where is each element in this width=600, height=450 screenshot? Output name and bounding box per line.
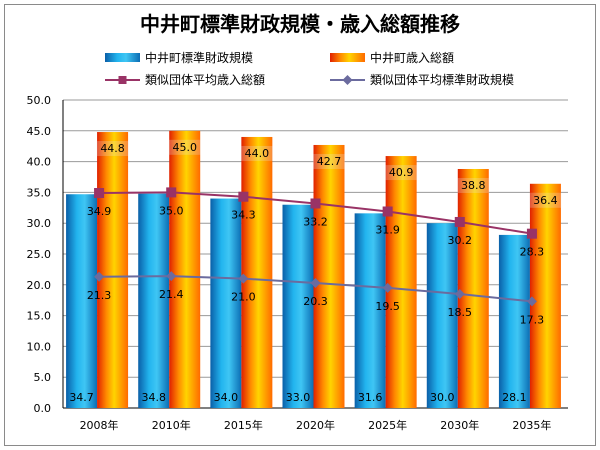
data-label: 21.4	[159, 288, 184, 301]
y-tick-label: 30.0	[27, 217, 52, 230]
legend-label: 類似団体平均歳入総額	[145, 73, 265, 87]
bar	[313, 144, 345, 408]
y-tick-label: 15.0	[27, 310, 52, 323]
data-label: 30.0	[430, 391, 455, 404]
chart-title: 中井町標準財政規模・歳入総額推移	[140, 12, 460, 36]
data-label: 31.6	[358, 391, 383, 404]
x-tick-label: 2008年	[80, 418, 119, 432]
data-label: 42.7	[317, 155, 342, 168]
data-label: 28.1	[502, 391, 527, 404]
data-label: 33.2	[303, 215, 328, 228]
data-label-bg	[96, 141, 129, 157]
bar	[426, 223, 458, 408]
bar	[97, 132, 129, 409]
legend-marker	[118, 76, 127, 84]
y-tick-label: 50.0	[27, 94, 52, 107]
bar	[457, 168, 489, 408]
data-label: 31.9	[375, 223, 400, 236]
data-labels: 34.7 34.8 34.0 33.0 31.6 30.0 28.1 44.8 45.0 44.0…	[69, 139, 562, 404]
bar	[169, 130, 201, 409]
data-label-bg	[385, 165, 418, 181]
bar	[529, 183, 561, 408]
data-label: 44.8	[100, 142, 125, 155]
bar	[210, 198, 242, 408]
x-axis: 2008年 2010年 2015年 2020年 2025年 2030年 2035年	[80, 418, 552, 432]
data-label: 40.9	[389, 166, 414, 179]
data-label: 28.3	[520, 246, 545, 259]
y-tick-label: 25.0	[27, 248, 52, 261]
data-label: 20.3	[303, 295, 328, 308]
line-marker	[166, 271, 177, 282]
data-label: 34.7	[69, 391, 94, 404]
line-marker	[310, 277, 321, 288]
y-axis: 0.0 5.0 10.0 15.0 20.0 25.0 30.0 35.0 40.0 45.0 50…	[27, 94, 64, 415]
bar	[138, 193, 170, 408]
legend-label: 類似団体平均標準財政規模	[370, 72, 514, 87]
y-tick-label: 0.0	[34, 402, 52, 415]
x-tick-label: 2035年	[512, 418, 551, 432]
bar	[241, 136, 273, 408]
line-marker	[454, 216, 465, 227]
data-label: 21.0	[231, 291, 256, 304]
lines	[94, 187, 537, 307]
y-tick-label: 35.0	[27, 186, 52, 199]
x-tick-label: 2015年	[224, 418, 263, 432]
data-label: 35.0	[159, 204, 184, 217]
data-label: 30.2	[448, 234, 473, 247]
bars	[66, 130, 561, 409]
legend-label: 中井町歳入総額	[370, 50, 454, 65]
y-tick-label: 40.0	[27, 156, 52, 169]
data-label-bg	[240, 145, 273, 161]
line-marker	[94, 188, 105, 199]
data-label: 38.8	[461, 179, 486, 192]
bar	[498, 234, 530, 408]
bar	[66, 194, 98, 408]
data-label-bg	[457, 177, 490, 193]
line-marker	[166, 187, 177, 198]
y-tick-label: 5.0	[34, 371, 52, 384]
data-label-bg	[168, 139, 201, 155]
data-label: 34.0	[214, 391, 239, 404]
bar	[282, 204, 314, 408]
data-label: 34.8	[141, 391, 166, 404]
data-label-bg	[313, 153, 345, 169]
data-label: 17.3	[520, 313, 545, 326]
x-tick-label: 2020年	[296, 418, 335, 432]
line-marker	[382, 282, 393, 293]
data-label: 36.4	[533, 194, 558, 207]
y-tick-label: 10.0	[27, 340, 52, 353]
data-label: 34.3	[231, 209, 256, 222]
legend-marker	[342, 75, 353, 85]
legend-swatch	[330, 53, 365, 62]
bar	[354, 213, 386, 408]
line-marker	[526, 228, 537, 239]
data-label: 19.5	[375, 300, 400, 313]
data-label: 44.0	[245, 147, 270, 160]
data-label: 18.5	[448, 306, 473, 319]
line-marker	[526, 296, 537, 307]
x-tick-label: 2010年	[152, 418, 191, 432]
line-marker	[382, 206, 393, 217]
data-label: 33.0	[286, 391, 311, 404]
line-marker	[238, 273, 249, 284]
bar	[385, 156, 417, 408]
legend-label: 中井町標準財政規模	[145, 50, 253, 65]
data-label-bg	[529, 192, 562, 208]
y-tick-label: 45.0	[27, 125, 52, 138]
line-marker	[238, 191, 249, 202]
line-marker	[94, 271, 105, 282]
x-tick-label: 2030年	[440, 418, 479, 432]
line-marker	[310, 198, 321, 209]
line-marker	[454, 289, 465, 300]
data-label: 34.9	[87, 205, 112, 218]
legend-swatch	[105, 53, 140, 62]
y-tick-label: 20.0	[27, 279, 52, 292]
data-label: 45.0	[172, 141, 197, 154]
data-label: 21.3	[87, 289, 112, 302]
x-tick-label: 2025年	[368, 418, 407, 432]
